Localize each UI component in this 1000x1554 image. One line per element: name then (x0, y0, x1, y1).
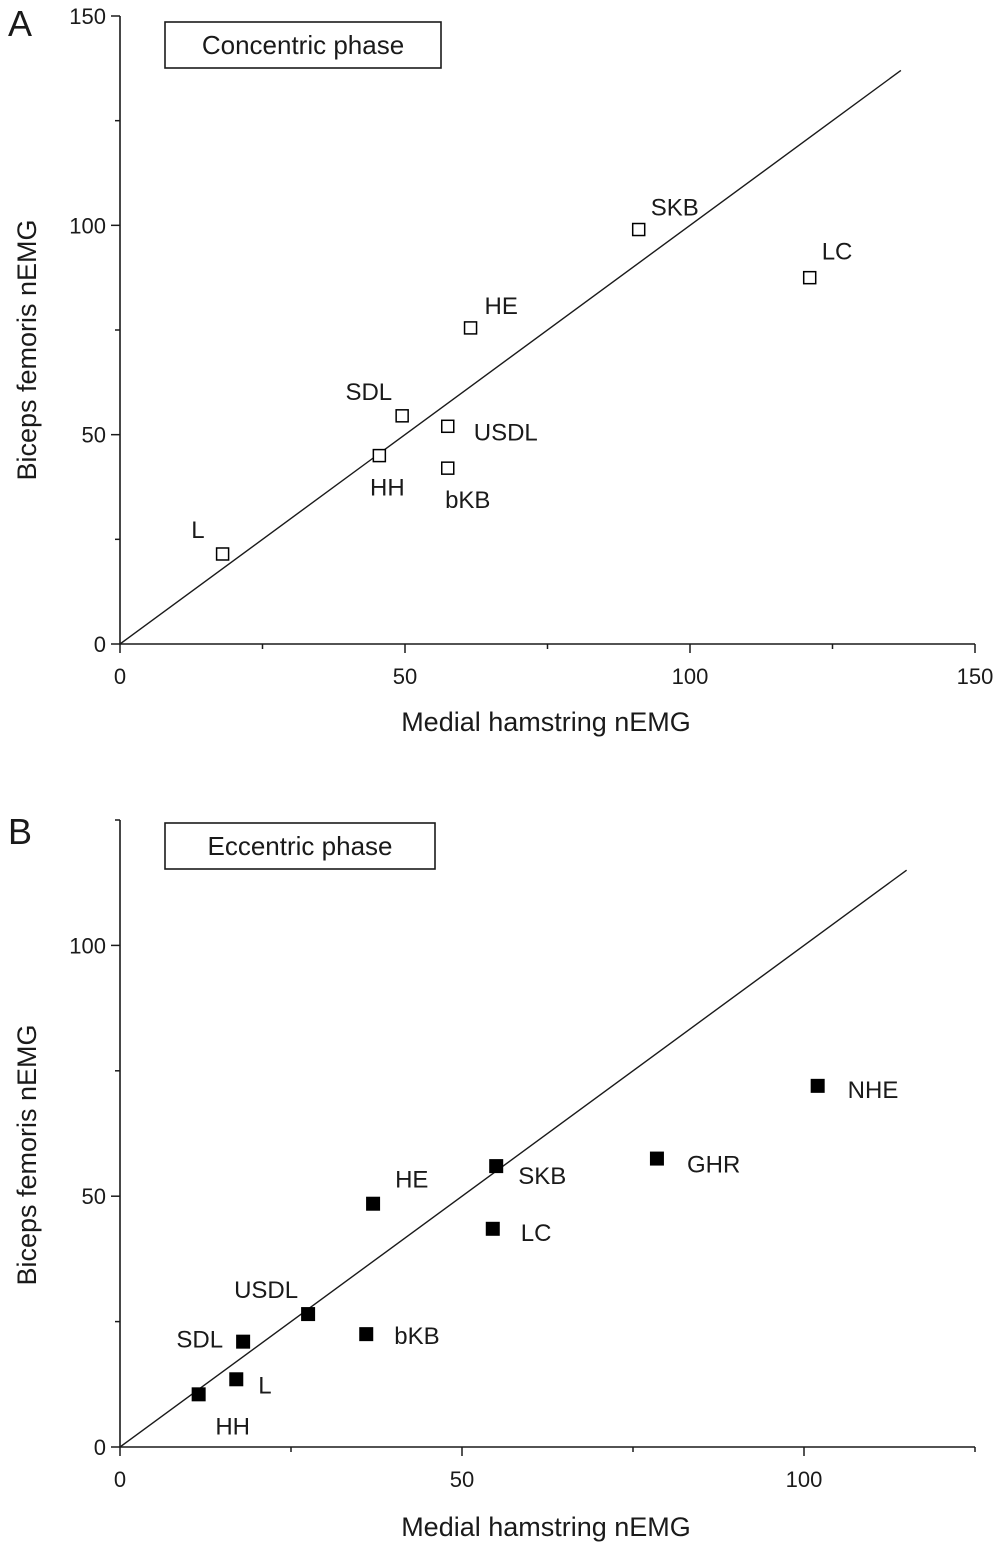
x-tick-label: 100 (786, 1467, 823, 1492)
point-label-bkb: bKB (445, 487, 490, 514)
title-box-border (164, 822, 436, 870)
point-usdl (301, 1307, 316, 1322)
plot-area: 0 50 100 0 50 100 HH L SDL USDL bKB HE LC SKB GHR NHE (69, 819, 976, 1492)
point-label-l: L (258, 1372, 271, 1399)
point-he (463, 321, 478, 335)
y-tick-label: 50 (82, 423, 106, 448)
point-l (229, 1372, 244, 1387)
y-axis-label: Biceps femoris nEMG (12, 1024, 42, 1285)
point-nhe (810, 1078, 825, 1093)
y-axis-label: Biceps femoris nEMG (12, 219, 42, 480)
x-axis-label: Medial hamstring nEMG (401, 1512, 691, 1542)
point-lc (802, 270, 817, 285)
point-skb (489, 1159, 504, 1174)
tick-labels: 0 50 100 0 50 100 (69, 933, 822, 1492)
point-label-skb: SKB (518, 1163, 566, 1190)
point-skb (631, 222, 646, 237)
x-axis-label: Medial hamstring nEMG (401, 707, 691, 737)
point-hh (372, 448, 387, 463)
data-points (215, 222, 817, 561)
point-l (215, 547, 230, 561)
point-label-he: HE (395, 1167, 428, 1194)
point-labels: L HH SDL USDL bKB HE SKB LC (191, 195, 852, 544)
point-label-usdl: USDL (234, 1277, 298, 1304)
point-label-lc: LC (822, 239, 853, 266)
panel-letter: A (8, 3, 32, 44)
point-label-sdl: SDL (345, 379, 392, 406)
x-tick-label: 0 (114, 1467, 126, 1492)
point-label-ghr: GHR (687, 1152, 740, 1179)
x-tick-label: 150 (957, 664, 994, 689)
point-label-nhe: NHE (848, 1077, 899, 1104)
axis-ticks (111, 15, 976, 653)
title-box: Concentric phase (164, 21, 442, 69)
axis-ticks (111, 819, 976, 1456)
point-label-skb: SKB (651, 195, 699, 222)
panel-title: Eccentric phase (208, 831, 393, 861)
tick-labels: 0 50 100 150 0 50 100 150 (69, 4, 993, 689)
point-label-hh: HH (215, 1413, 250, 1440)
point-bkb (359, 1327, 374, 1342)
point-ghr (649, 1151, 664, 1166)
y-tick-label: 50 (82, 1184, 106, 1209)
point-sdl (395, 409, 409, 423)
panel-letter: B (8, 811, 32, 852)
data-points (191, 1078, 825, 1402)
point-label-bkb: bKB (394, 1323, 439, 1350)
point-label-sdl: SDL (176, 1327, 223, 1354)
eccentric-panel: B Biceps femoris nEMG Medial hamstring n… (8, 811, 976, 1542)
x-tick-label: 0 (114, 664, 126, 689)
x-tick-label: 50 (393, 664, 417, 689)
x-tick-label: 100 (672, 664, 709, 689)
y-tick-label: 100 (69, 213, 106, 238)
title-box-border (164, 21, 442, 69)
point-he (366, 1196, 381, 1211)
point-label-he: HE (485, 293, 518, 320)
point-label-lc: LC (521, 1220, 552, 1247)
plot-area: 0 50 100 150 0 50 100 150 L HH SDL USDL bKB HE SKB LC (69, 4, 993, 689)
identity-line (119, 69, 902, 645)
point-labels: HH L SDL USDL bKB HE LC SKB GHR NHE (176, 1077, 898, 1440)
panel-title: Concentric phase (202, 30, 404, 60)
y-tick-label: 0 (94, 1435, 106, 1460)
point-hh (191, 1387, 206, 1402)
title-box: Eccentric phase (164, 822, 436, 870)
y-tick-label: 150 (69, 4, 106, 29)
point-lc (485, 1221, 500, 1236)
point-label-usdl: USDL (474, 419, 538, 446)
concentric-panel: A Biceps femoris nEMG Medial hamstring n… (8, 3, 993, 737)
point-bkb (441, 461, 455, 475)
point-sdl (236, 1334, 251, 1349)
y-tick-label: 100 (69, 933, 106, 958)
point-usdl (441, 419, 455, 434)
point-label-hh: HH (370, 475, 405, 502)
point-label-l: L (191, 517, 204, 544)
x-tick-label: 50 (450, 1467, 474, 1492)
identity-line (119, 869, 908, 1448)
y-tick-label: 0 (94, 632, 106, 657)
